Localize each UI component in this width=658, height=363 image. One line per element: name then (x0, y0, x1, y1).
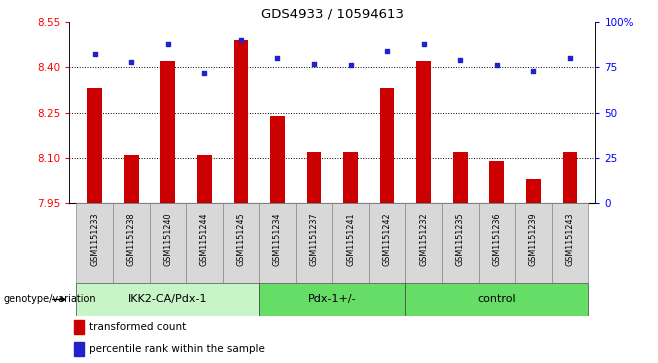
Bar (88, 88, 102, 203)
Bar (405, 203, 442, 283)
Bar (490, 161, 504, 203)
Point (89, 52, 100, 57)
Bar (380, 88, 394, 203)
Bar (113, 203, 149, 283)
Bar (478, 203, 515, 283)
Bar (295, 203, 332, 283)
Bar (76, 283, 259, 316)
Point (272, 55, 283, 61)
Text: IKK2-CA/Pdx-1: IKK2-CA/Pdx-1 (128, 294, 207, 305)
Point (126, 59, 136, 65)
Text: percentile rank within the sample: percentile rank within the sample (89, 344, 265, 354)
Bar (161, 61, 175, 203)
Bar (197, 155, 212, 203)
Point (382, 48, 392, 54)
Point (345, 62, 356, 68)
Text: GSM1151240: GSM1151240 (163, 213, 172, 266)
Bar (259, 283, 405, 316)
Text: transformed count: transformed count (89, 322, 186, 332)
Point (309, 61, 319, 66)
Bar (222, 203, 259, 283)
Bar (186, 203, 222, 283)
Bar (551, 203, 588, 283)
Text: GSM1151236: GSM1151236 (492, 213, 501, 266)
Bar (332, 203, 369, 283)
Bar (149, 203, 186, 283)
Text: GSM1151238: GSM1151238 (127, 213, 136, 266)
Text: GSM1151232: GSM1151232 (419, 213, 428, 266)
Bar (343, 152, 358, 203)
Bar (74, 319, 84, 334)
Bar (405, 283, 588, 316)
Bar (515, 203, 551, 283)
Point (565, 55, 575, 61)
Text: Pdx-1+/-: Pdx-1+/- (308, 294, 357, 305)
Point (163, 41, 173, 46)
Bar (124, 155, 139, 203)
Bar (442, 203, 478, 283)
Text: GSM1151245: GSM1151245 (236, 213, 245, 266)
Text: GSM1151237: GSM1151237 (309, 213, 318, 266)
Text: GSM1151243: GSM1151243 (565, 213, 574, 266)
Text: GSM1151234: GSM1151234 (273, 213, 282, 266)
Bar (234, 40, 248, 203)
Text: genotype/variation: genotype/variation (3, 294, 96, 305)
Bar (76, 203, 113, 283)
Point (418, 41, 429, 46)
Point (528, 68, 539, 74)
Bar (259, 203, 295, 283)
Point (199, 70, 210, 76)
Text: GSM1151242: GSM1151242 (382, 213, 392, 266)
Point (492, 62, 502, 68)
Text: GSM1151235: GSM1151235 (456, 213, 465, 266)
Bar (270, 115, 285, 203)
Bar (417, 61, 431, 203)
Text: GSM1151241: GSM1151241 (346, 213, 355, 266)
Text: GSM1151239: GSM1151239 (529, 213, 538, 266)
Text: control: control (478, 294, 516, 305)
Bar (74, 342, 84, 356)
Bar (526, 179, 541, 203)
Bar (369, 203, 405, 283)
Bar (307, 152, 321, 203)
Title: GDS4933 / 10594613: GDS4933 / 10594613 (261, 8, 404, 21)
Bar (563, 152, 577, 203)
Bar (453, 152, 468, 203)
Point (236, 37, 246, 43)
Text: GSM1151244: GSM1151244 (200, 213, 209, 266)
Point (455, 57, 465, 63)
Text: GSM1151233: GSM1151233 (90, 213, 99, 266)
